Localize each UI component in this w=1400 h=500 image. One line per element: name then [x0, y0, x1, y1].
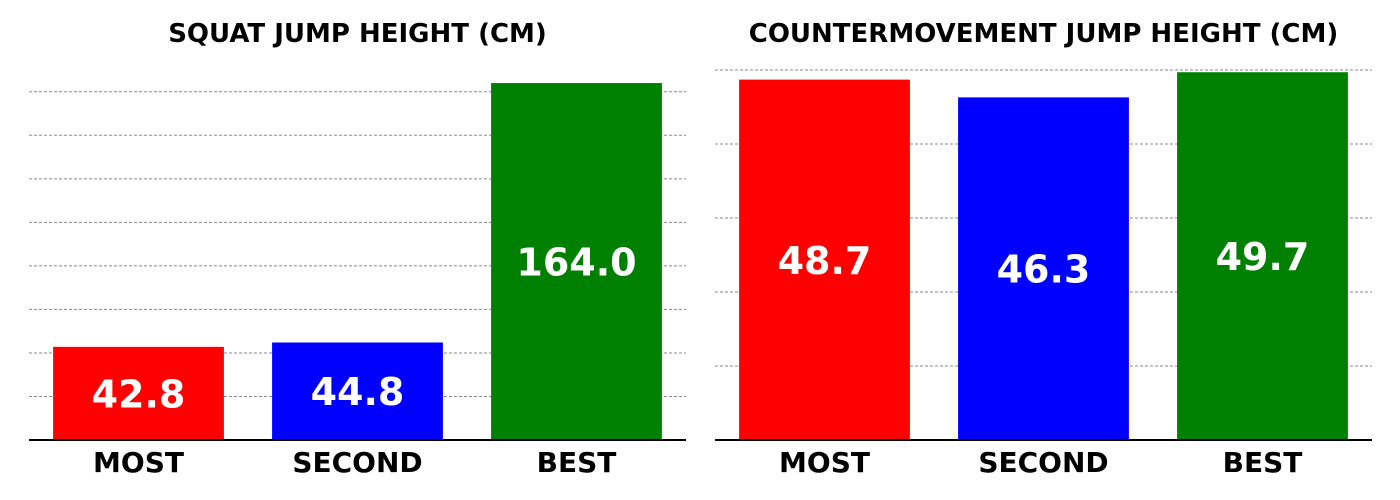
bar-most: [53, 346, 224, 440]
x-tick-label: MOST: [779, 446, 870, 479]
chart-2: COUNTERMOVEMENT JUMP HEIGHT (CM) 48.7 MOST…: [715, 19, 1372, 479]
bar-value-label: 42.8: [92, 372, 186, 416]
bar-value-label: 48.7: [778, 239, 872, 283]
x-tick-label: MOST: [93, 446, 184, 479]
bar-second: [272, 342, 443, 440]
x-tick-label: SECOND: [292, 446, 422, 479]
x-tick-label: SECOND: [978, 446, 1108, 479]
bar-value-label: 46.3: [997, 248, 1091, 292]
bar-value-label: 164.0: [516, 241, 636, 285]
bar-second: [958, 97, 1129, 440]
x-tick-label: BEST: [1223, 446, 1303, 479]
bar-best: [1177, 72, 1348, 440]
chart-1: SQUAT JUMP HEIGHT (CM) 42.8 MOST 44.8 SECOND…: [29, 19, 686, 479]
bar-best: [491, 83, 662, 440]
bar-value-label: 49.7: [1216, 235, 1310, 279]
chart-title: SQUAT JUMP HEIGHT (CM): [168, 19, 547, 49]
x-tick-label: BEST: [537, 446, 617, 479]
bar-most: [739, 79, 910, 441]
chart-title: COUNTERMOVEMENT JUMP HEIGHT (CM): [749, 19, 1338, 49]
bar-value-label: 44.8: [311, 370, 405, 414]
